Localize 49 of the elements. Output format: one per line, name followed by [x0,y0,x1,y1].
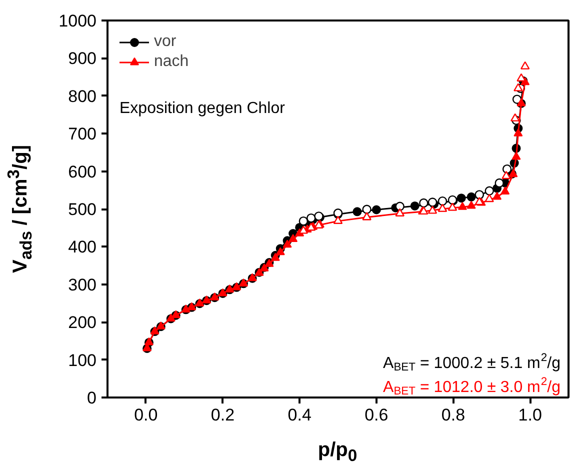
x-tick-label: 0.4 [288,406,312,424]
point [514,83,523,92]
point [502,164,512,174]
x-tick-label: 0.6 [364,406,388,424]
point [458,202,467,210]
point [372,205,381,214]
point [456,194,466,203]
point [428,206,438,214]
y-tick-label: 500 [68,200,97,219]
x-tick-label: 0.0 [134,406,158,424]
point [484,186,494,196]
y-tick-label: 700 [68,124,97,144]
x-tick-label: 1.0 [518,406,542,424]
y-tick-label: 1000 [58,12,97,30]
x-tick-label: 0.8 [441,406,466,424]
point [520,61,530,70]
point [492,192,502,200]
annotation: Exposition gegen Chlor [120,100,286,117]
point [282,240,292,248]
point [514,128,523,136]
legend-label: nach [154,53,189,71]
point [298,216,308,226]
y-tick-label: 100 [68,350,97,370]
x-tick-label: 0.2 [210,406,235,424]
point [512,152,521,160]
y-tick-label: 300 [68,275,97,294]
point [484,194,494,202]
point [510,113,520,122]
legend-label: vor [154,33,176,51]
y-tick-label: 800 [68,86,97,106]
point [276,247,285,256]
y-tick-label: 600 [68,162,97,182]
point [502,170,511,180]
point [500,186,510,194]
point [352,207,362,216]
point [466,200,476,209]
x-axis-title: p/p$_{0}$ [316,438,358,467]
point [494,178,504,188]
point [395,202,404,211]
y-tick-label: 0 [87,388,97,408]
y-tick-label: 400 [68,238,97,257]
point [362,204,372,214]
point [466,192,476,202]
y-tick-label: 900 [68,49,97,68]
y-tick-label: 200 [68,313,97,332]
point [288,234,298,242]
point [410,201,420,210]
point [419,198,428,208]
point [438,196,448,206]
